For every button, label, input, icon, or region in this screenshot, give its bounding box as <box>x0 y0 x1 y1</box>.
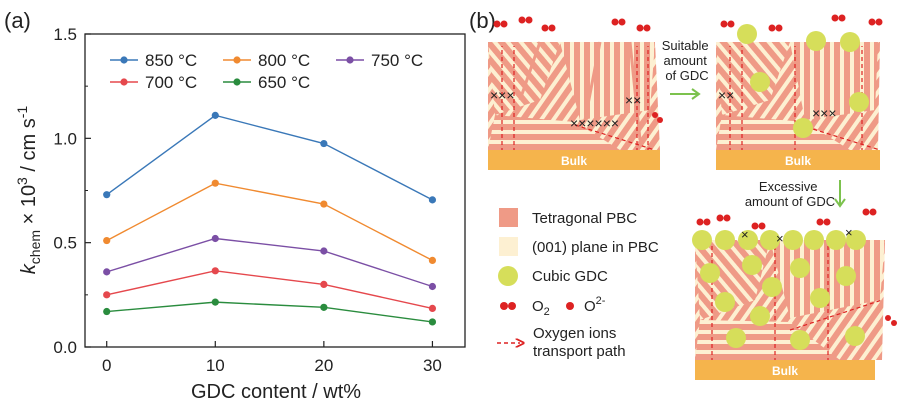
legend-o2-icon-a <box>500 302 508 310</box>
legend-label: 650 °C <box>258 73 310 92</box>
legend-marker <box>346 56 354 64</box>
bulk-label-3: Bulk <box>772 364 798 378</box>
data-point <box>211 111 219 119</box>
green-arrow-right <box>670 88 701 100</box>
bulk-substrate-1 <box>488 150 660 170</box>
legend-o2-icon-b <box>508 302 516 310</box>
legend-marker <box>233 56 241 64</box>
x-tick-label: 10 <box>206 356 225 375</box>
x-tick-label: 0 <box>102 356 111 375</box>
microstructure-excessive-gdc: × × × Bulk <box>692 208 897 380</box>
legend-label: 700 °C <box>145 73 197 92</box>
x-axis-label: GDC content / wt% <box>191 381 361 403</box>
y-tick-label: 0.5 <box>53 234 77 253</box>
data-point <box>320 247 328 255</box>
legend-marker <box>233 78 241 86</box>
data-point <box>211 267 219 275</box>
legend-label: 850 °C <box>145 51 197 70</box>
x-tick-label: 20 <box>314 356 333 375</box>
bulk-label-1: Bulk <box>561 154 587 168</box>
chart-a: 0 10 20 30 0.0 0.5 1.0 1.5 850 °C 800 °C 750 °C 700… <box>53 25 466 375</box>
series-line <box>106 182 433 262</box>
data-point <box>211 234 219 243</box>
legend-oion-icon <box>566 302 574 310</box>
svg-text:××××××: ×××××× <box>570 115 619 131</box>
y-tick-label: 1.5 <box>53 25 77 44</box>
data-point <box>211 298 219 306</box>
bulk-label-2: Bulk <box>785 154 811 168</box>
bulk-substrate-2 <box>716 150 880 170</box>
suitable-annotation: Suitable amount of GDC <box>662 38 713 83</box>
y-axis-label-exp: 3 <box>14 177 30 185</box>
data-point <box>103 236 111 245</box>
data-point <box>428 282 437 291</box>
x-tick-label: 30 <box>423 356 442 375</box>
y-axis-label-k: k <box>18 263 40 274</box>
y-axis-label-unit: / cm s <box>18 118 40 177</box>
svg-text:×: × <box>776 231 784 246</box>
data-point <box>320 280 328 288</box>
series-line <box>106 270 433 310</box>
panel-a-label: (a) <box>4 8 31 33</box>
svg-text:××: ×× <box>718 87 734 103</box>
series-line <box>106 114 433 201</box>
legend-text-tetragonal: Tetragonal PBC <box>532 210 637 227</box>
data-point <box>320 200 328 208</box>
y-axis-label-mid: × 10 <box>18 185 40 230</box>
svg-text:×: × <box>741 227 749 242</box>
legend-swatch-gdc <box>498 266 518 286</box>
svg-text:×××: ××× <box>490 87 515 103</box>
legend-swatch-plane <box>499 237 518 256</box>
data-point <box>211 179 219 187</box>
svg-text:×××: ××× <box>812 105 837 121</box>
data-point <box>320 139 328 148</box>
legend-marker <box>120 78 128 86</box>
legend-marker <box>120 56 128 64</box>
legend-text-gdc: Cubic GDC <box>532 268 608 285</box>
svg-text:×: × <box>845 225 853 240</box>
legend-text-path-1: Oxygen ions <box>533 325 616 342</box>
y-axis-label: kchem × 103 / cm s-1 <box>14 106 43 275</box>
data-point <box>103 268 111 276</box>
svg-text:××: ×× <box>625 92 641 108</box>
data-point <box>320 303 328 311</box>
legend-label: 800 °C <box>258 51 310 70</box>
data-point <box>103 307 111 316</box>
legend-text-path-2: transport path <box>533 343 626 360</box>
y-axis-label-unit-exp: -1 <box>14 106 30 119</box>
bulk-substrate-3 <box>695 360 875 380</box>
green-arrow-down <box>834 180 846 208</box>
data-point <box>428 318 437 326</box>
y-tick-label: 0.0 <box>53 338 77 357</box>
schematic-legend: Tetragonal PBC (001) plane in PBC Cubic … <box>497 208 659 360</box>
legend-label: 750 °C <box>371 51 423 70</box>
series-line <box>106 301 433 323</box>
legend-swatch-tetragonal <box>499 208 518 227</box>
data-point <box>428 304 437 312</box>
legend-text-o2: O2 <box>532 298 550 318</box>
panel-b-label: (b) <box>469 8 496 33</box>
data-point <box>103 291 111 299</box>
y-tick-label: 1.0 <box>53 129 77 148</box>
data-point <box>428 256 437 265</box>
y-axis-label-sub: chem <box>27 230 43 264</box>
microstructure-pristine: ××× ×××××× ×× Bulk <box>488 16 663 170</box>
legend-text-oion: O2- <box>584 295 606 315</box>
excessive-annotation: Excessive amount of GDC <box>745 179 835 209</box>
microstructure-suitable-gdc: ×× ××× Bulk <box>716 14 883 170</box>
series-line <box>106 237 433 288</box>
data-point <box>428 196 437 204</box>
data-point <box>103 191 111 199</box>
legend-text-plane: (001) plane in PBC <box>532 239 659 256</box>
